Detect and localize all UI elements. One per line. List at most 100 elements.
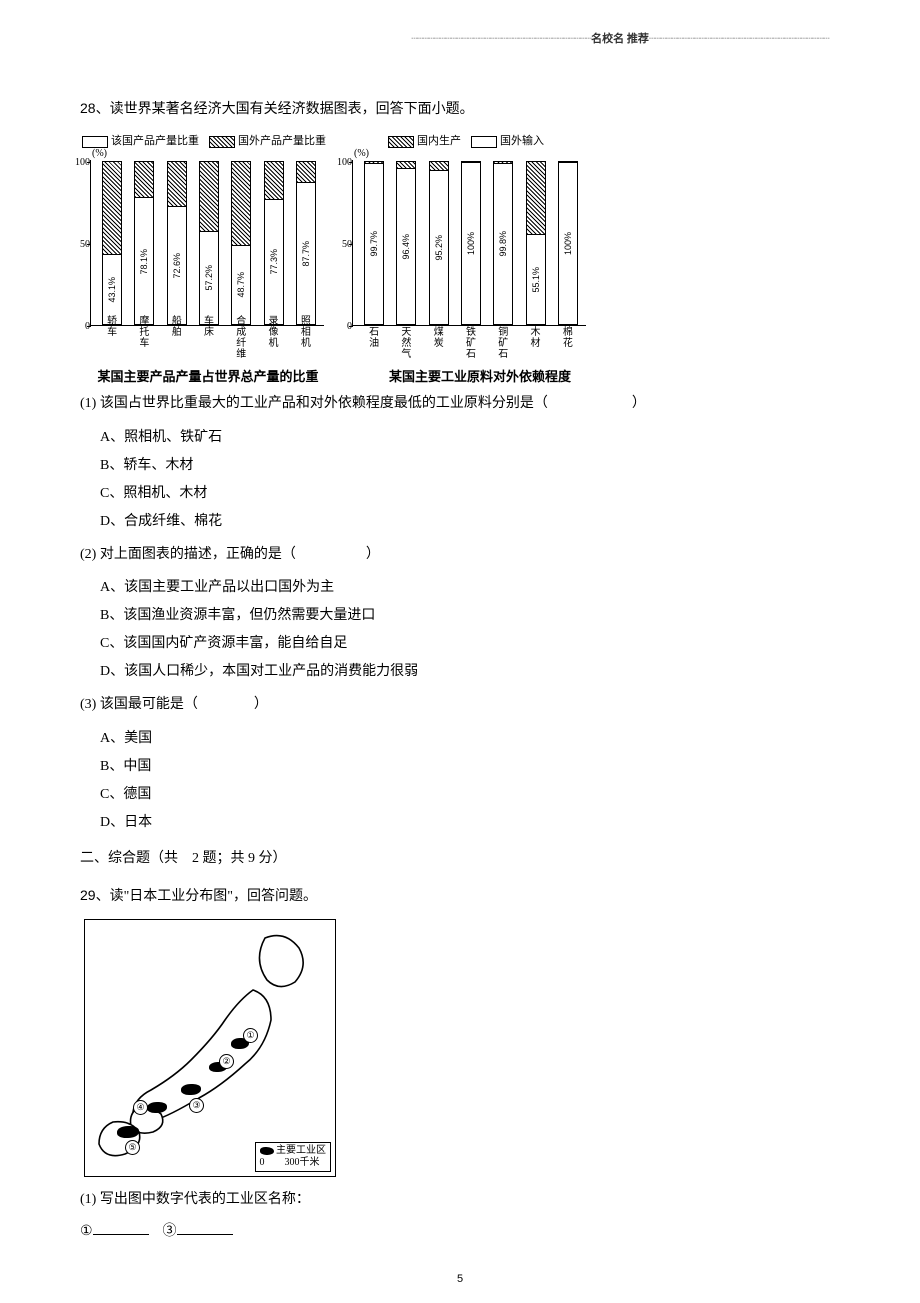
bar-value: 55.1% — [531, 267, 541, 293]
bar-value: 43.1% — [107, 277, 117, 303]
bar: 57.2% — [199, 161, 219, 325]
scale-zero: 0 — [260, 1157, 265, 1168]
legend-swatch-domestic2 — [388, 136, 414, 148]
legend-label-foreign: 国外产品产量比重 — [238, 135, 326, 147]
legend-label-domestic: 该国产品产量比重 — [111, 135, 199, 147]
q28-stem: 28、读世界某著名经济大国有关经济数据图表，回答下面小题。 — [80, 96, 840, 122]
q29-number: 29、 — [80, 887, 110, 903]
q28-3-D: D、日本 — [100, 809, 840, 837]
chart-materials: 国内生产 国外输入 (%) 99.7% 96.4% 95.2% 100% 99.8% 55… — [342, 132, 590, 360]
chart2-categories: 石 油天 然 气煤 炭铁 矿 石铜 矿 石木 材棉 花 — [358, 327, 584, 360]
chart2-yaxis — [352, 160, 353, 326]
category-label: 木 材 — [523, 327, 549, 360]
page-number: 5 — [0, 1273, 920, 1285]
bar-value: 96.4% — [401, 234, 411, 260]
scale-label: 300千米 — [285, 1157, 320, 1168]
category-label: 铁 矿 石 — [458, 327, 484, 360]
chart1-bars: 43.1% 78.1% 72.6% 57.2% 48.7% 77.3% 87.7% — [96, 162, 322, 325]
bar: 99.8% — [493, 161, 513, 325]
chart2-caption: 某国主要工业原料对外依赖程度 — [356, 366, 604, 385]
q28-2-A: A、该国主要工业产品以出口国外为主 — [100, 574, 840, 602]
q28-2-D: D、该国人口稀少，本国对工业产品的消费能力很弱 — [100, 658, 840, 686]
chart2-unit: (%) — [354, 148, 369, 159]
blank-3[interactable] — [177, 1220, 233, 1235]
category-label: 煤 炭 — [426, 327, 452, 360]
bar: 100% — [461, 161, 481, 325]
chart2-legend: 国内生产 国外输入 — [342, 132, 590, 148]
legend-swatch-domestic — [82, 136, 108, 148]
bar: 78.1% — [134, 161, 154, 325]
q28-number: 28、 — [80, 100, 110, 116]
header-label: 名校名 推荐 — [591, 33, 649, 45]
bar-value: 99.8% — [498, 231, 508, 257]
chart1-legend: 该国产品产量比重 国外产品产量比重 — [80, 132, 328, 148]
map-legend: 主要工业区 0 300千米 — [255, 1142, 332, 1172]
bar: 48.7% — [231, 161, 251, 325]
charts-row: 该国产品产量比重 国外产品产量比重 (%) 43.1% 78.1% 72.6% 57.… — [80, 132, 840, 360]
bar-value: 99.7% — [369, 231, 379, 257]
bar: 77.3% — [264, 161, 284, 325]
legend-swatch-foreign — [209, 136, 235, 148]
chart1-categories: 轿 车摩 托 车船 舶车 床合 成 纤 维录 像 机照 相 机 — [96, 316, 322, 360]
legend-industrial-icon — [260, 1147, 274, 1155]
q29-1-fill: ① ③ — [80, 1220, 840, 1240]
chart-captions: 某国主要产品产量占世界总产量的比重 某国主要工业原料对外依赖程度 — [80, 366, 840, 385]
q28-1-B: B、轿车、木材 — [100, 452, 840, 480]
bar-value: 57.2% — [204, 265, 214, 291]
category-label: 天 然 气 — [393, 327, 419, 360]
bar-value: 48.7% — [236, 272, 246, 298]
legend-label-domestic2: 国内生产 — [417, 135, 461, 147]
q28-1-A: A、照相机、铁矿石 — [100, 424, 840, 452]
q28-2-C: C、该国国内矿产资源丰富，能自给自足 — [100, 630, 840, 658]
bar-value: 87.7% — [301, 241, 311, 267]
bar-value: 100% — [563, 232, 573, 255]
bar: 95.2% — [429, 161, 449, 325]
legend-industrial-label: 主要工业区 — [276, 1145, 326, 1156]
category-label: 合 成 纤 维 — [228, 316, 254, 360]
category-label: 摩 托 车 — [131, 316, 157, 360]
bar-value: 78.1% — [139, 249, 149, 275]
category-label: 石 油 — [361, 327, 387, 360]
q29-stem: 29、读"日本工业分布图"，回答问题。 — [80, 883, 840, 909]
q29-1: (1) 写出图中数字代表的工业区名称： — [80, 1187, 840, 1214]
bar: 55.1% — [526, 161, 546, 325]
chart1-unit: (%) — [92, 148, 107, 159]
chart-products: 该国产品产量比重 国外产品产量比重 (%) 43.1% 78.1% 72.6% 57.… — [80, 132, 328, 360]
bar: 72.6% — [167, 161, 187, 325]
category-label: 车 床 — [196, 316, 222, 360]
category-label: 轿 车 — [99, 316, 125, 360]
q28-3-C: C、德国 — [100, 781, 840, 809]
japan-map: ① ② ③ ④ ⑤ 主要工业区 0 300千米 — [84, 919, 336, 1177]
bar-value: 72.6% — [172, 253, 182, 279]
legend-swatch-import — [471, 136, 497, 148]
bar-value: 100% — [466, 232, 476, 255]
bar: 96.4% — [396, 161, 416, 325]
chart1-caption: 某国主要产品产量占世界总产量的比重 — [80, 366, 336, 385]
category-label: 铜 矿 石 — [490, 327, 516, 360]
bar: 99.7% — [364, 161, 384, 325]
category-label: 照 相 机 — [293, 316, 319, 360]
bar: 100% — [558, 161, 578, 325]
q28-1: (1) 该国占世界比重最大的工业产品和对外依赖程度最低的工业原料分别是（ ） — [80, 391, 840, 418]
header-dots-left: ┄┄┄┄┄┄┄┄┄┄┄┄┄┄┄┄┄┄┄┄┄┄┄┄┄┄┄┄┄┄┄┄ — [411, 33, 591, 45]
q28-1-C: C、照相机、木材 — [100, 480, 840, 508]
category-label: 船 舶 — [164, 316, 190, 360]
header-dots-right: ┄┄┄┄┄┄┄┄┄┄┄┄┄┄┄┄┄┄┄┄┄┄┄┄┄┄┄┄┄┄┄┄ — [649, 33, 829, 45]
q28-text: 读世界某著名经济大国有关经济数据图表，回答下面小题。 — [110, 102, 474, 117]
q28-3-A: A、美国 — [100, 725, 840, 753]
legend-label-import: 国外输入 — [500, 135, 544, 147]
chart1-yaxis — [90, 160, 91, 326]
q29-text: 读"日本工业分布图"，回答问题。 — [110, 889, 317, 904]
section-2-heading: 二、综合题（共 2 题；共 9 分） — [80, 847, 840, 867]
bar-value: 95.2% — [434, 235, 444, 261]
q28-3: (3) 该国最可能是（ ） — [80, 692, 840, 719]
bar: 43.1% — [102, 161, 122, 325]
q28-3-B: B、中国 — [100, 753, 840, 781]
bar-value: 77.3% — [269, 249, 279, 275]
blank-1[interactable] — [93, 1220, 149, 1235]
bar: 87.7% — [296, 161, 316, 325]
chart2-bars: 99.7% 96.4% 95.2% 100% 99.8% 55.1% 100% — [358, 162, 584, 325]
q28-2-B: B、该国渔业资源丰富，但仍然需要大量进口 — [100, 602, 840, 630]
header-recommendation: ┄┄┄┄┄┄┄┄┄┄┄┄┄┄┄┄┄┄┄┄┄┄┄┄┄┄┄┄┄┄┄┄名校名 推荐┄┄… — [80, 30, 840, 46]
category-label: 录 像 机 — [261, 316, 287, 360]
